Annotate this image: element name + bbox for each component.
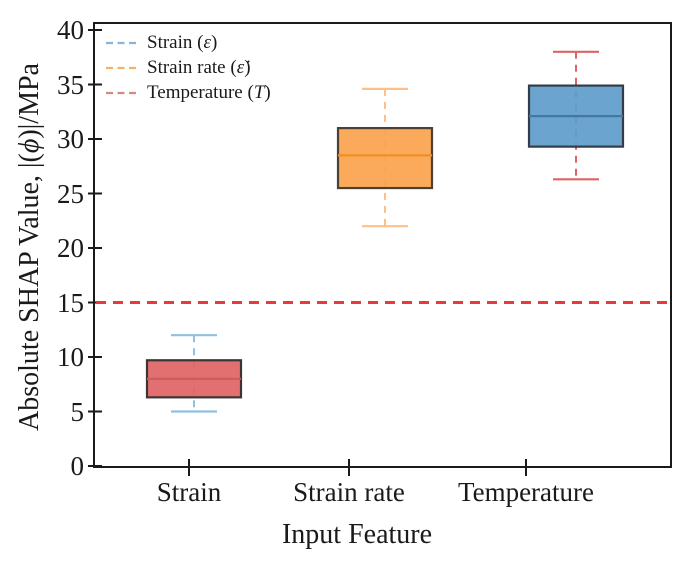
x-tick-label-strain: Strain [156,477,222,507]
y-tick-label: 25 [57,178,84,209]
y-tick-label: 10 [57,342,84,372]
y-tick-label: 35 [57,69,84,100]
legend-label: Strain rate (ε̇) [147,56,251,80]
legend-label-close: ) [210,32,218,53]
y-tick-label: 20 [57,233,84,263]
legend-symbol: T [253,82,265,103]
legend-label: Strain (ε) [147,31,217,55]
x-tick-label-strain-rate: Strain rate [293,477,405,507]
y-tick-label: 30 [57,124,84,154]
legend-line-sample [106,41,139,45]
legend-label-text: Strain rate ( [147,57,237,78]
legend-item: Strain (ε) [106,31,271,55]
x-tick-label-temperature: Temperature [457,477,595,507]
legend-item: Strain rate (ε̇) [106,56,271,80]
legend-symbol: ε [203,32,211,53]
legend-line-sample [106,66,139,70]
legend-label-text: Temperature ( [147,82,254,103]
legend-label: Temperature (T) [147,81,271,105]
legend-label-close: ) [264,82,271,103]
legend-symbol: ε̇ [236,57,245,78]
y-tick-label: 40 [57,15,84,45]
y-tick-label: 15 [57,287,84,318]
legend-item: Temperature (T) [106,81,271,105]
x-axis-label: Input Feature [281,519,433,550]
legend: Strain (ε) Strain rate (ε̇) Temperature (T… [106,31,271,105]
plot-area [93,22,672,468]
legend-label-text: Strain ( [147,32,204,53]
legend-label-close: ) [244,57,251,78]
y-tick-label: 5 [70,396,85,427]
y-tick-label: 0 [70,451,85,481]
legend-line-sample [106,91,139,95]
